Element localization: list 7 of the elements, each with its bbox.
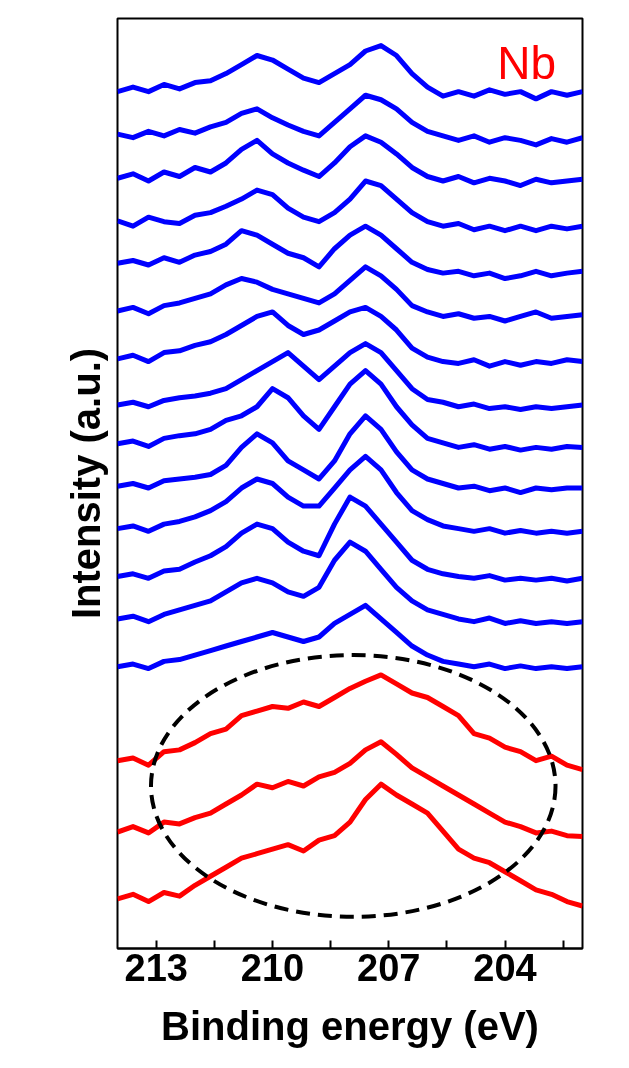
x-axis-title: Binding energy (eV) bbox=[161, 1003, 539, 1048]
x-tick-label: 210 bbox=[240, 946, 305, 989]
x-tick-label: 204 bbox=[473, 946, 537, 989]
x-tick-label: 213 bbox=[124, 946, 188, 989]
y-axis-title: Intensity (a.u.) bbox=[63, 347, 108, 620]
x-tick-label: 207 bbox=[357, 946, 421, 989]
annotation: Nb bbox=[497, 36, 557, 89]
